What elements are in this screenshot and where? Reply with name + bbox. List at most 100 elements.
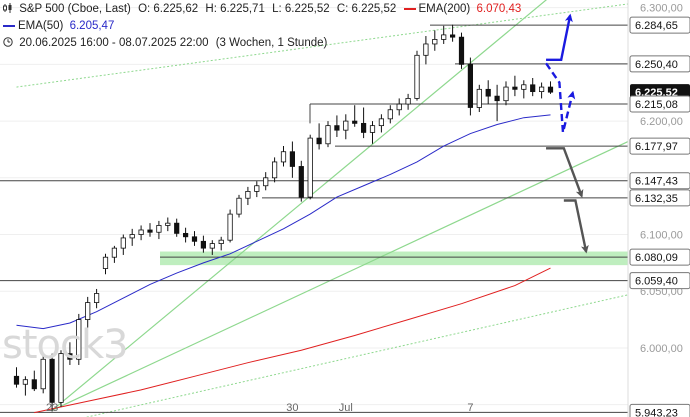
support-zone-rect [160, 251, 628, 266]
candle-body-58 [530, 84, 536, 93]
candle-31 [289, 141, 296, 178]
level-label-4: 6.177,97 [629, 137, 690, 155]
legend-row-range: 20.06.2025 16:00 - 08.07.2025 22:00 (3 W… [3, 37, 327, 49]
candle-body-20 [191, 236, 198, 242]
candle-30 [280, 146, 287, 167]
symbol-name: S&P 500 (Cboe, Last) [19, 3, 131, 15]
level-text-3: 6.215,08 [635, 99, 678, 111]
candle-1 [22, 376, 29, 396]
trend-lines [16, 0, 628, 417]
candle-56 [512, 75, 518, 97]
candle-body-48 [441, 34, 447, 40]
candle-5 [58, 350, 64, 407]
time-tick-1: 30 [286, 402, 298, 414]
candle-body-9 [94, 293, 100, 303]
ema50-value: 6.205,47 [69, 20, 115, 32]
level-label-0: 6.284,65 [629, 16, 690, 34]
candle-39 [360, 107, 367, 139]
price-tick-2: 6.200,00 [640, 116, 683, 128]
candlesticks [13, 24, 554, 412]
candle-53 [485, 80, 491, 105]
candle-body-54 [494, 95, 500, 102]
candle-29 [271, 157, 278, 183]
candle-18 [174, 218, 180, 237]
candle-body-47 [432, 39, 438, 45]
candle-body-30 [280, 151, 287, 163]
candle-41 [378, 114, 385, 133]
candle-body-35 [325, 125, 331, 145]
time-axis: 23 30 Jul 7 [46, 402, 473, 414]
candle-body-11 [111, 247, 117, 258]
candle-15 [147, 223, 153, 237]
candle-54 [494, 84, 500, 122]
candle-body-19 [182, 232, 189, 238]
candle-14 [138, 225, 144, 241]
candle-body-17 [165, 222, 171, 226]
level-label-1: 6.250,40 [629, 55, 690, 73]
candle-50 [458, 32, 465, 69]
candle-28 [263, 172, 269, 191]
candle-17 [165, 217, 171, 232]
ema50-swatch [3, 24, 15, 27]
candle-body-14 [138, 229, 144, 235]
candle-body-2 [31, 379, 37, 390]
chart-type-icon [3, 3, 13, 13]
candle-32 [298, 160, 304, 202]
candle-body-24 [227, 213, 233, 241]
date-range: 20.06.2025 16:00 - 08.07.2025 22:00 [19, 37, 209, 49]
candle-body-4 [49, 358, 55, 403]
candle-42 [387, 105, 393, 124]
candle-33 [307, 134, 313, 200]
level-box-6 [629, 189, 690, 207]
candle-40 [369, 121, 376, 144]
legend-row-ema50: EMA(50) 6.205,47 [3, 20, 114, 32]
candle-body-23 [218, 239, 224, 244]
candle-body-34 [316, 137, 322, 145]
level-box-8 [629, 272, 690, 290]
candle-body-56 [512, 86, 518, 90]
level-box-3 [629, 95, 690, 113]
candle-body-27 [254, 185, 260, 192]
candle-49 [449, 24, 456, 42]
candle-16 [156, 220, 162, 240]
candle-body-50 [458, 36, 465, 65]
candle-body-43 [396, 103, 402, 111]
ema200-line [34, 267, 551, 414]
candle-body-42 [387, 109, 393, 120]
trend-line-1 [51, 140, 628, 411]
level-box-7 [629, 248, 690, 266]
level-text-8: 6.059,40 [635, 276, 678, 288]
candle-43 [396, 98, 402, 116]
level-box-0 [629, 16, 690, 34]
candle-body-8 [85, 302, 91, 320]
ema50-label: EMA(50) [18, 20, 64, 32]
open-value: O: 6.225,62 [138, 3, 199, 15]
candle-7 [76, 313, 82, 365]
candle-body-52 [476, 88, 482, 108]
ema200-label: EMA(200) [418, 3, 471, 15]
trend-line-0 [51, 0, 548, 411]
candle-body-32 [298, 166, 304, 198]
price-tick-4: 6.100,00 [640, 230, 683, 242]
candle-19 [182, 227, 189, 243]
scenario-arrow-3 [563, 199, 589, 254]
candle-body-12 [120, 237, 126, 249]
candle-51 [467, 57, 474, 116]
candle-38 [352, 105, 358, 127]
candle-3 [40, 355, 46, 394]
candle-body-31 [289, 151, 296, 167]
level-label-3: 6.215,08 [629, 95, 690, 113]
candle-2 [31, 370, 37, 392]
grid-lines [0, 7, 628, 406]
candle-body-6 [67, 353, 73, 360]
candle-47 [432, 30, 438, 51]
candle-body-59 [539, 86, 545, 93]
candle-body-0 [13, 375, 20, 385]
level-lines [0, 24, 628, 413]
candle-6 [67, 342, 73, 365]
level-text-7: 6.080,09 [635, 252, 678, 264]
level-text-6: 6.132,35 [635, 193, 678, 205]
candle-44 [405, 93, 411, 110]
candle-body-3 [40, 358, 46, 390]
